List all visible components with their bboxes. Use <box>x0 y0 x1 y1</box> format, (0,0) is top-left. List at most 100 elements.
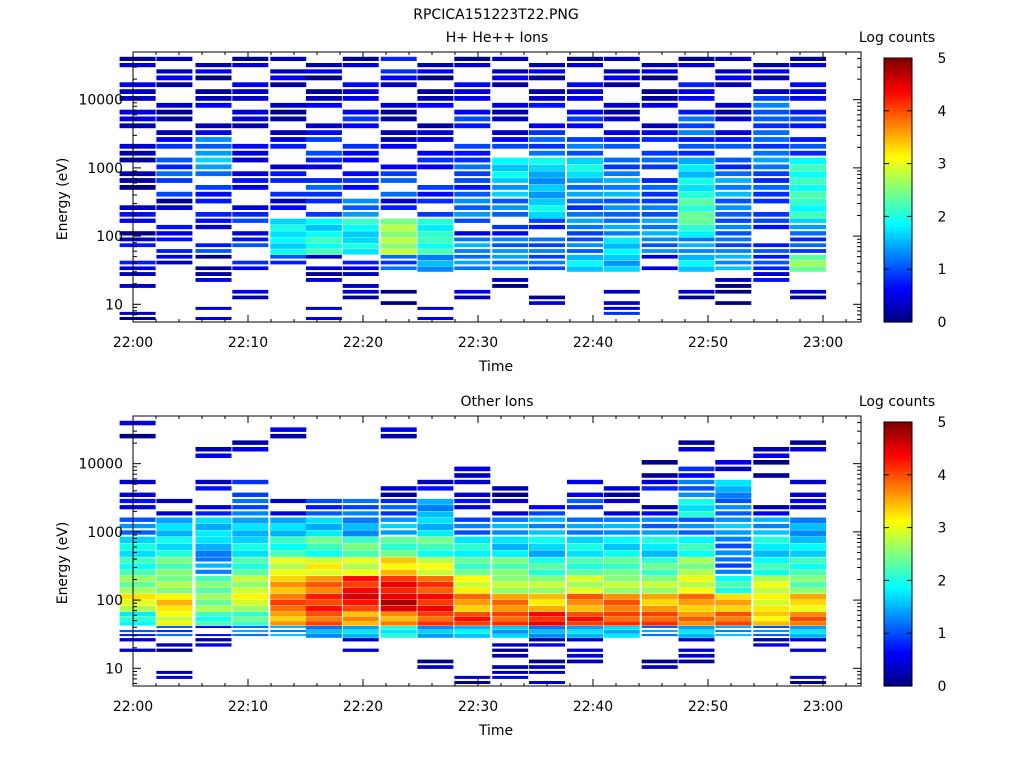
heatmap-cell <box>156 616 193 621</box>
heatmap-cell <box>270 616 307 621</box>
heatmap-cell <box>380 576 417 582</box>
heatmap-cell <box>119 272 156 276</box>
heatmap-cell <box>380 231 417 238</box>
heatmap-cell <box>342 231 379 238</box>
panel-title: Other Ions <box>460 394 533 410</box>
heatmap-cell <box>715 479 752 486</box>
heatmap-cell <box>529 599 565 606</box>
heatmap-cell <box>305 96 342 101</box>
heatmap-cell <box>454 157 491 163</box>
colorbar-swatch <box>884 77 912 82</box>
heatmap-cell <box>417 89 454 94</box>
heatmap-cell <box>195 638 232 642</box>
colorbar-swatch <box>884 252 912 257</box>
heatmap-cell <box>641 625 678 628</box>
heatmap-cell <box>156 605 193 612</box>
heatmap-cell <box>417 505 454 511</box>
heatmap-cell <box>417 218 454 225</box>
heatmap-cell <box>492 185 529 190</box>
heatmap-cell <box>603 237 640 243</box>
heatmap-cell <box>492 130 529 135</box>
heatmap-cell <box>119 576 156 582</box>
heatmap-cell <box>195 511 232 516</box>
heatmap-cell <box>529 75 565 81</box>
heatmap-cell <box>305 164 342 170</box>
colorbar-swatch <box>884 464 912 469</box>
heatmap-cell <box>119 569 156 576</box>
heatmap-cell <box>529 224 565 230</box>
colorbar-swatch <box>884 81 912 85</box>
heatmap-cell <box>342 523 379 530</box>
colorbar-swatch <box>884 445 912 449</box>
colorbar-tick-label: 4 <box>938 468 947 484</box>
heatmap-cell <box>641 611 678 617</box>
heatmap-cell <box>156 630 193 633</box>
heatmap-cell <box>119 581 156 588</box>
heatmap-cell <box>342 89 379 94</box>
heatmap-cell <box>715 198 752 204</box>
heatmap-cell <box>305 511 342 516</box>
heatmap-cell <box>232 123 269 129</box>
heatmap-cell <box>156 130 193 135</box>
heatmap-cell <box>753 625 790 628</box>
heatmap-cell <box>156 511 193 516</box>
colorbar-swatch <box>884 265 912 270</box>
colorbar-swatch <box>884 629 912 634</box>
heatmap-cell <box>492 576 529 582</box>
heatmap-cell <box>641 243 678 248</box>
heatmap-cell <box>270 433 307 439</box>
colorbar-swatch <box>884 524 912 529</box>
heatmap-cell <box>119 630 156 633</box>
heatmap-cell <box>492 243 529 248</box>
heatmap-cell <box>567 164 603 171</box>
colorbar-tick-label: 0 <box>938 315 947 331</box>
heatmap-cell <box>270 543 307 551</box>
heatmap-cell <box>753 557 790 564</box>
heatmap-cell <box>603 218 640 223</box>
heatmap-cell <box>342 638 379 642</box>
heatmap-cell <box>790 681 827 684</box>
heatmap-cell <box>529 511 565 516</box>
heatmap-cell <box>195 557 232 562</box>
heatmap-cell <box>119 89 156 94</box>
heatmap-cell <box>156 643 193 647</box>
colorbar-swatch <box>884 511 912 515</box>
colorbar-swatch <box>884 100 912 105</box>
heatmap-cell <box>492 511 529 516</box>
heatmap-cell <box>715 237 752 242</box>
heatmap-cell <box>270 237 307 243</box>
heatmap-cell <box>156 581 193 588</box>
heatmap-cell <box>603 630 640 634</box>
heatmap-cell <box>678 191 715 199</box>
heatmap-cell <box>270 198 307 204</box>
colorbar-swatch <box>884 435 912 440</box>
heatmap-cell <box>417 616 454 621</box>
colorbar-swatch <box>884 662 912 667</box>
heatmap-cell <box>454 523 491 529</box>
heatmap-cell <box>790 530 827 537</box>
heatmap-cell <box>232 157 269 163</box>
heatmap-cell <box>715 109 752 115</box>
heatmap-cell <box>119 237 156 242</box>
heatmap-cell <box>529 301 565 305</box>
heatmap-cell <box>232 171 269 177</box>
heatmap-cell <box>119 523 156 529</box>
heatmap-cell <box>529 523 565 529</box>
heatmap-cell <box>232 440 269 445</box>
heatmap-cell <box>232 150 269 156</box>
colorbar-swatch <box>884 74 912 79</box>
heatmap-cell <box>790 593 827 600</box>
heatmap-cell <box>678 289 715 294</box>
heatmap-cell <box>603 56 640 61</box>
colorbar-swatch <box>884 501 912 506</box>
heatmap-cell <box>492 581 529 588</box>
heatmap-cell <box>232 212 269 217</box>
heatmap-cell <box>603 205 640 210</box>
heatmap-cell <box>270 634 307 637</box>
heatmap-cell <box>790 611 827 617</box>
heatmap-cell <box>454 249 491 253</box>
heatmap-cell <box>790 116 827 122</box>
heatmap-cell <box>492 109 529 115</box>
heatmap-cell <box>603 557 640 564</box>
y-tick-label: 10000 <box>78 457 123 473</box>
